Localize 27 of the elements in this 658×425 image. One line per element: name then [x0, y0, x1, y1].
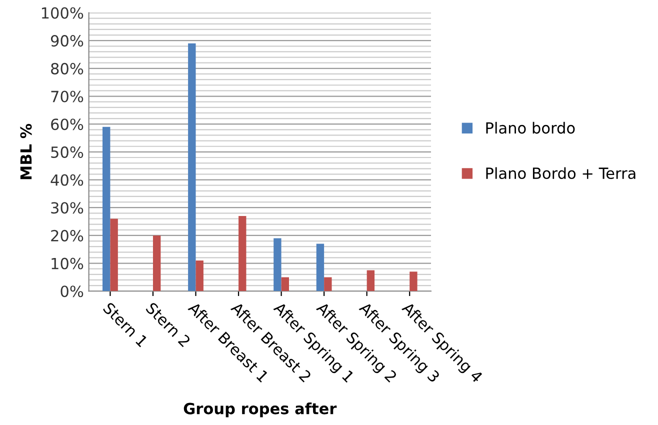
bar	[274, 238, 282, 292]
y-tick-label: 80%	[51, 62, 84, 74]
y-tick-label: 40%	[50, 174, 84, 186]
bar	[188, 43, 196, 292]
x-axis-title: Group ropes after	[184, 402, 337, 418]
bar	[238, 216, 246, 292]
bar	[324, 277, 332, 292]
y-axis-title: MBL %	[20, 124, 32, 180]
bar	[366, 270, 375, 292]
legend-label: Plano Bordo + Terra	[486, 167, 636, 180]
bar	[316, 244, 324, 292]
y-tick-label: 90%	[50, 35, 84, 47]
bar	[410, 272, 418, 292]
legend-label: Plano bordo	[486, 122, 575, 134]
y-tick-label: 0%	[60, 286, 84, 298]
y-tick-label: 10%	[52, 258, 84, 270]
y-tick-label: 70%	[51, 90, 84, 102]
y-tick-label: 20%	[51, 230, 84, 242]
bar	[110, 218, 118, 292]
y-tick-label: 100%	[42, 7, 84, 19]
bar	[102, 126, 110, 292]
y-tick-label: 60%	[51, 118, 84, 130]
bar	[152, 235, 161, 292]
y-tick-label: 50%	[51, 146, 84, 158]
bar	[196, 260, 204, 292]
y-tick-label: 30%	[51, 202, 84, 214]
bar	[281, 277, 289, 292]
